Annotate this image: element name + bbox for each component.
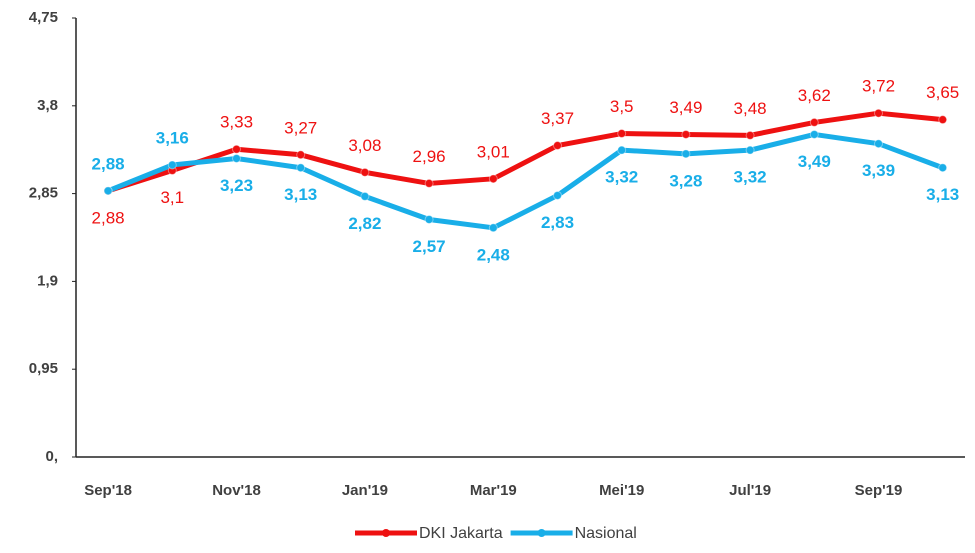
- point: [745, 130, 755, 140]
- data-label: 3,48: [734, 99, 767, 118]
- point: [553, 141, 562, 151]
- x-tick-label: Nov'18: [212, 482, 261, 499]
- data-label: 3,5: [610, 97, 634, 116]
- data-label: 2,57: [413, 237, 446, 256]
- point: [296, 150, 306, 160]
- data-label: 3,28: [669, 171, 702, 190]
- point: [617, 129, 627, 139]
- series-line: [107, 131, 944, 231]
- legend-label: DKI Jakarta: [419, 525, 503, 542]
- data-label: 2,83: [541, 213, 574, 232]
- data-label: 3,32: [605, 168, 638, 187]
- point: [488, 223, 498, 233]
- point: [167, 160, 177, 170]
- legend-label: Nasional: [575, 525, 637, 542]
- y-tick-label: 0,: [45, 448, 58, 465]
- data-label: 3,32: [734, 168, 767, 187]
- data-label: 3,72: [862, 77, 895, 96]
- point: [938, 163, 948, 173]
- y-tick-label: 4,75: [29, 9, 58, 26]
- data-label: 3,49: [798, 152, 831, 171]
- point: [745, 145, 755, 155]
- point: [103, 186, 113, 196]
- data-label: 3,33: [220, 113, 253, 132]
- data-label: 3,13: [284, 185, 317, 204]
- x-tick-label: Jan'19: [342, 482, 388, 499]
- legend-marker: [382, 529, 390, 537]
- point: [938, 115, 948, 125]
- data-label: 3,08: [348, 136, 381, 155]
- data-label: 3,49: [669, 98, 702, 117]
- y-tick-label: 0,95: [29, 360, 58, 377]
- data-label: 2,88: [92, 154, 125, 173]
- point: [424, 214, 434, 224]
- data-label: 3,23: [220, 176, 253, 195]
- data-label: 2,96: [413, 147, 446, 166]
- x-tick-label: Mar'19: [470, 482, 517, 499]
- data-label: 3,65: [926, 83, 959, 102]
- data-label: 2,82: [348, 214, 381, 233]
- y-tick-label: 1,9: [37, 272, 58, 289]
- x-tick-label: Sep'18: [84, 482, 132, 499]
- point: [809, 129, 819, 139]
- x-tick-label: Mei'19: [599, 482, 644, 499]
- point: [809, 117, 819, 127]
- data-label: 3,16: [156, 128, 189, 147]
- data-label: 3,13: [926, 185, 959, 204]
- point: [617, 145, 627, 155]
- data-label: 3,37: [541, 109, 574, 128]
- data-label: 2,48: [477, 245, 510, 264]
- point: [681, 129, 691, 139]
- point: [681, 149, 691, 159]
- data-label: 3,01: [477, 142, 510, 161]
- data-label: 3,39: [862, 161, 895, 180]
- point: [232, 153, 241, 163]
- point: [874, 139, 883, 149]
- data-label: 3,1: [160, 188, 184, 207]
- legend-marker: [537, 529, 546, 537]
- x-tick-label: Jul'19: [729, 482, 771, 499]
- series-line: [107, 110, 943, 194]
- data-label: 2,88: [92, 208, 125, 227]
- point: [360, 191, 370, 201]
- point: [232, 144, 241, 154]
- data-label: 3,62: [798, 86, 831, 105]
- data-label: 3,27: [284, 118, 317, 137]
- point: [360, 167, 370, 177]
- point: [553, 190, 562, 200]
- point: [424, 178, 434, 188]
- point: [296, 163, 306, 173]
- x-tick-label: Sep'19: [855, 482, 903, 499]
- point: [874, 108, 883, 118]
- y-tick-label: 3,8: [37, 97, 58, 114]
- y-tick-label: 2,85: [29, 185, 58, 202]
- point: [488, 174, 498, 184]
